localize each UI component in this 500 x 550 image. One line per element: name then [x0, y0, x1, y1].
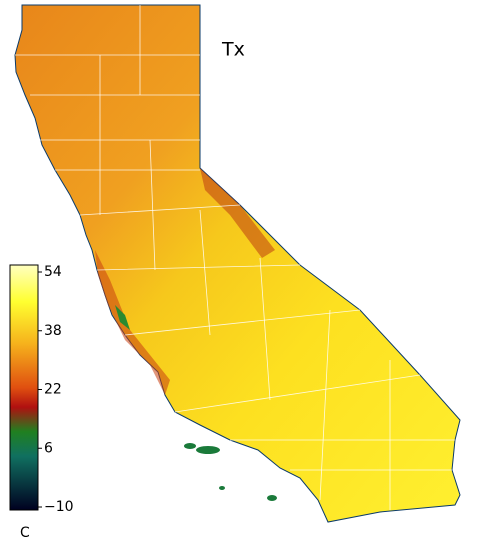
- california: [14, 4, 461, 523]
- island: [267, 495, 277, 501]
- islands: [184, 443, 277, 501]
- colorbar-tick-label: −10: [44, 499, 74, 515]
- coast-ridge: [95, 250, 170, 395]
- colorbar: [9, 264, 39, 511]
- state-shape: [14, 4, 461, 523]
- island: [196, 446, 220, 454]
- island: [219, 486, 225, 490]
- bay-green: [115, 305, 130, 330]
- colorbar-tick-label: 54: [44, 264, 62, 280]
- map-title: Tx: [221, 39, 245, 61]
- colorbar-unit: C: [20, 525, 30, 541]
- colorbar-tick-label: 6: [44, 440, 53, 456]
- colorbar-tick-label: 22: [44, 382, 62, 398]
- island: [184, 443, 196, 449]
- colorbar-tick-label: 38: [44, 323, 62, 339]
- sierra-ridge: [200, 168, 275, 258]
- county-lines: [15, 5, 455, 510]
